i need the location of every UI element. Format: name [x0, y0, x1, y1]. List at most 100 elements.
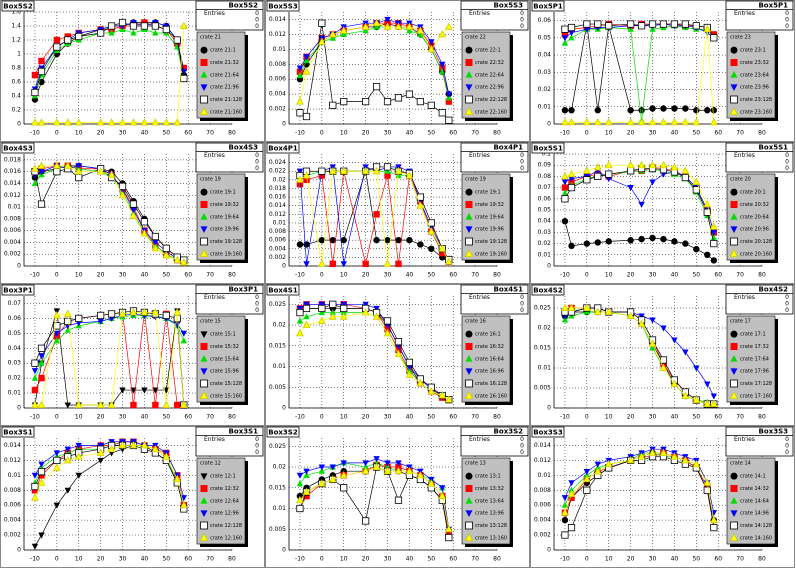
y-tick-label: 0.07 [538, 184, 552, 191]
marker [200, 201, 208, 208]
x-tick-label: 20 [97, 130, 105, 137]
x-tick-label: 40 [406, 556, 414, 563]
marker [53, 456, 61, 465]
y-tick-label: 0.008 [534, 487, 551, 494]
marker [31, 543, 39, 550]
legend-label: crate 13:32 [475, 486, 504, 492]
stats-box [460, 142, 529, 173]
legend-label: crate 13:128 [475, 523, 507, 529]
marker [37, 118, 46, 126]
marker [416, 98, 424, 106]
marker [394, 166, 403, 175]
y-tick-label: 0 [547, 547, 551, 554]
y-tick-label: 0 [282, 121, 286, 128]
marker [583, 486, 591, 494]
marker [373, 211, 380, 218]
marker [682, 240, 689, 247]
stats-label: Entries [469, 10, 490, 17]
marker [671, 238, 678, 245]
marker [395, 260, 402, 268]
y-tick-label: 1.6 [11, 9, 21, 16]
marker [681, 391, 690, 399]
marker [179, 500, 188, 509]
marker [394, 94, 403, 102]
panel: -10 0 10 20 30 40 50 60 70 80 0 0.005 0.01 0.015 0.02 0… [530, 284, 795, 426]
legend-label: crate 13:96 [475, 511, 504, 517]
marker [38, 532, 45, 539]
x-tick-label: 70 [206, 414, 214, 421]
legend-label: crate 16:160 [475, 393, 507, 399]
stats-value: 0 [255, 307, 259, 314]
y-tick-label: 0.4 [11, 93, 21, 100]
marker [303, 313, 310, 320]
stats-value: 0 [520, 449, 524, 456]
y-tick-label: 0.01 [538, 365, 552, 372]
marker [730, 70, 738, 78]
legend-label: crate 16:64 [475, 356, 504, 362]
marker [303, 176, 310, 184]
marker [568, 242, 575, 250]
marker [118, 309, 127, 317]
y-tick-label: 0.006 [4, 502, 21, 509]
marker [75, 472, 82, 479]
stats-value: 0 [255, 152, 259, 159]
marker [318, 304, 326, 313]
legend-label: crate 22:128 [475, 97, 507, 103]
marker [179, 400, 188, 408]
marker [703, 486, 711, 494]
x-tick-label: 0 [320, 272, 324, 279]
marker [394, 22, 403, 30]
marker [416, 470, 425, 479]
legend-label: crate 12:96 [210, 511, 239, 517]
x-tick-label: 80 [228, 130, 236, 137]
marker [74, 118, 83, 126]
x-tick-label: 20 [362, 556, 370, 563]
x-tick-label: 30 [649, 556, 657, 563]
stats-value: 0 [255, 294, 259, 301]
title-box [1, 0, 35, 12]
x-tick-label: 20 [627, 272, 635, 279]
marker [660, 325, 667, 332]
x-tick-label: -10 [30, 272, 40, 279]
marker [568, 107, 575, 114]
legend-label: crate 22:96 [475, 85, 504, 91]
marker [627, 20, 635, 28]
marker [339, 312, 348, 320]
marker [605, 22, 613, 30]
y-tick-label: 0.07 [8, 300, 22, 307]
marker [173, 36, 181, 44]
panel: -10 0 10 20 30 40 50 60 70 80 0 0.002 0.004 0.006 0.00… [265, 0, 530, 142]
panel-title: Box4P1 [268, 145, 298, 153]
marker [303, 54, 310, 61]
x-tick-label: -10 [560, 414, 570, 421]
marker [567, 489, 576, 497]
marker [302, 112, 311, 121]
y-tick-label: 0.016 [4, 168, 21, 175]
marker [52, 463, 61, 471]
legend-label: crate 12:160 [210, 535, 242, 541]
marker [296, 175, 304, 183]
marker [130, 29, 137, 36]
stats-value: 0 [785, 307, 789, 314]
marker [318, 172, 326, 179]
marker [179, 258, 188, 266]
marker [384, 16, 391, 23]
y-tick-label: 0.01 [8, 204, 22, 211]
marker [383, 22, 392, 30]
y-tick-label: 0.015 [534, 345, 551, 352]
marker [75, 314, 83, 323]
marker [465, 237, 473, 246]
marker [583, 176, 591, 184]
marker [140, 229, 149, 237]
marker [38, 461, 45, 468]
marker [730, 330, 738, 338]
marker [383, 317, 392, 325]
x-tick-label: 50 [692, 414, 700, 421]
marker [730, 188, 738, 196]
y-tick-label: 0.01 [538, 251, 552, 258]
stats-value: 0 [520, 23, 524, 30]
x-tick-label: 70 [206, 272, 214, 279]
marker [180, 337, 188, 344]
marker [703, 200, 712, 208]
y-tick-label: 0 [547, 121, 551, 128]
